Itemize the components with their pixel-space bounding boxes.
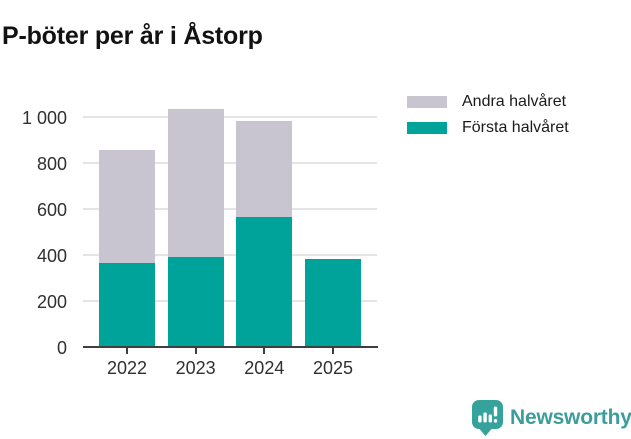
legend-item-andra-halvaret: Andra halvåret bbox=[407, 92, 569, 111]
legend-swatch-forsta-icon bbox=[407, 121, 447, 134]
gridline bbox=[83, 207, 377, 210]
axis-tick bbox=[332, 348, 334, 354]
bar-segment-första-2023 bbox=[167, 257, 224, 347]
gridline bbox=[83, 253, 377, 256]
bar-segment-andra-2022 bbox=[99, 150, 155, 263]
newsworthy-logo[interactable]: Newsworthy bbox=[471, 399, 631, 437]
y-tick-label: 400 bbox=[36, 245, 67, 266]
legend-label: Andra halvåret bbox=[462, 93, 567, 110]
y-tick-label: 200 bbox=[36, 291, 67, 312]
newsworthy-bubble-barchart-icon bbox=[472, 400, 503, 436]
x-tick-label: 2024 bbox=[244, 358, 285, 378]
gridline bbox=[83, 161, 377, 164]
legend-label: Första halvåret bbox=[462, 119, 569, 136]
legend-swatch-andra-icon bbox=[407, 95, 447, 108]
gridline bbox=[83, 299, 377, 302]
x-tick-label: 2025 bbox=[312, 358, 354, 378]
x-tick-label: 2022 bbox=[106, 358, 148, 378]
axis-tick bbox=[263, 348, 266, 354]
y-tick-label: 600 bbox=[36, 199, 67, 220]
bar-segment-första-2024 bbox=[236, 216, 293, 347]
bar-segment-första-2025 bbox=[305, 258, 361, 347]
newsworthy-logo-text: Newsworthy bbox=[510, 406, 631, 429]
axis-tick bbox=[194, 348, 197, 354]
y-tick-label: 800 bbox=[36, 153, 67, 174]
x-axis-line bbox=[83, 346, 378, 348]
y-tick-label: 1 000 bbox=[21, 107, 67, 128]
legend-item-forsta-halvaret: Första halvåret bbox=[407, 118, 569, 137]
legend: Andra halvåret Första halvåret bbox=[407, 92, 569, 144]
chart-title: P-böter per år i Åstorp bbox=[2, 21, 263, 50]
y-tick-label: 0 bbox=[56, 338, 67, 358]
axis-tick bbox=[126, 348, 128, 354]
bar-segment-andra-2023 bbox=[167, 108, 224, 258]
bar-segment-andra-2024 bbox=[236, 121, 293, 217]
bar-segment-första-2022 bbox=[99, 262, 155, 347]
x-tick-label: 2023 bbox=[175, 358, 216, 378]
gridline bbox=[83, 115, 377, 118]
